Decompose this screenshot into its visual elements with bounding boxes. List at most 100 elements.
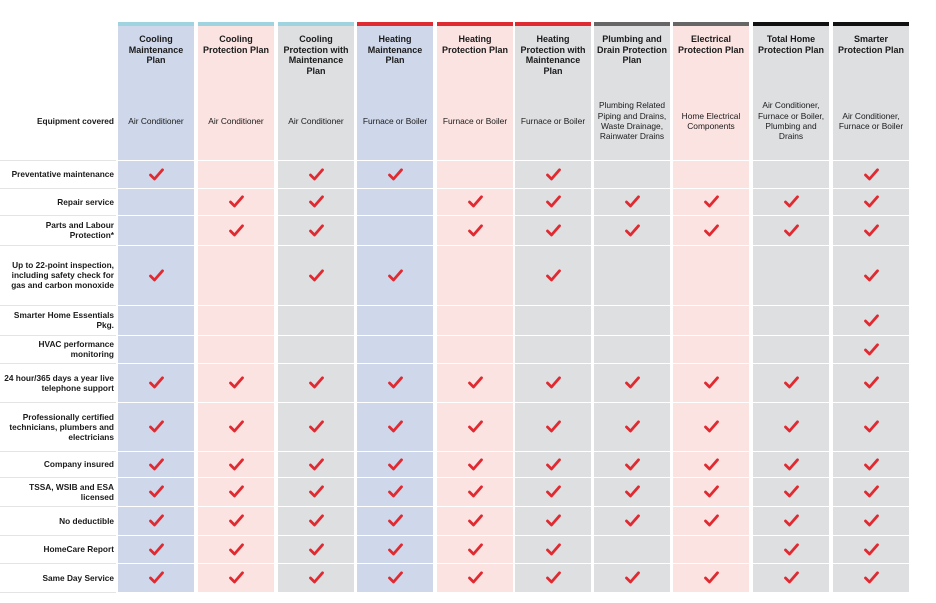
row-divider [515,506,591,507]
checkmark-icon [228,376,244,389]
check-cell [673,477,749,506]
feature-row-label: Professionally certified technicians, pl… [9,411,114,442]
check-cell [278,506,354,535]
check-cell [515,402,591,451]
feature-row-label: TSSA, WSIB and ESA licensed [29,481,114,502]
equipment-covered-value: Air Conditioner [208,115,264,126]
check-cell [515,160,591,188]
row-divider [437,363,513,364]
row-divider [753,563,829,564]
check-cell [833,506,909,535]
checkmark-icon [387,268,403,281]
checkmark-icon [624,485,640,498]
row-divider [594,451,670,452]
plan-column-header: Cooling Protection with Maintenance Plan [283,34,349,76]
checkmark-icon [624,571,640,584]
check-cell [198,215,274,245]
check-cell [673,215,749,245]
row-divider [357,535,433,536]
row-divider [753,215,829,216]
row-divider [515,160,591,161]
check-cell [753,477,829,506]
checkmark-icon [148,485,164,498]
row-divider [753,535,829,536]
row-divider [357,215,433,216]
row-divider [753,402,829,403]
check-cell [673,188,749,215]
checkmark-icon [228,420,244,433]
row-divider [198,363,274,364]
row-divider [0,506,116,507]
row-divider [198,335,274,336]
row-divider [515,363,591,364]
row-divider [594,363,670,364]
row-divider [118,305,194,306]
checkmark-icon [308,420,324,433]
row-divider [118,188,194,189]
row-divider [437,160,513,161]
checkmark-icon [308,457,324,470]
checkmark-icon [863,485,879,498]
row-divider [515,188,591,189]
checkmark-icon [228,457,244,470]
plan-column-top-bar [278,22,354,26]
row-divider [118,402,194,403]
row-divider [278,160,354,161]
plan-column-top-bar [437,22,513,26]
checkmark-icon [863,542,879,555]
row-divider [594,535,670,536]
checkmark-icon [703,420,719,433]
row-divider [833,188,909,189]
check-cell [833,563,909,592]
checkmark-icon [148,542,164,555]
row-divider [833,305,909,306]
checkmark-icon [467,485,483,498]
checkmark-icon [228,514,244,527]
feature-row-label: No deductible [59,515,114,526]
row-divider [357,402,433,403]
row-divider [118,215,194,216]
row-divider [198,563,274,564]
checkmark-icon [308,268,324,281]
row-divider [437,188,513,189]
checkmark-icon [308,485,324,498]
feature-row-label: HVAC performance monitoring [38,339,114,359]
plan-column-background [833,25,909,593]
equipment-covered-value: Plumbing Related Piping and Drains, Wast… [597,100,667,142]
checkmark-icon [783,514,799,527]
plan-column-header: Plumbing and Drain Protection Plan [596,34,667,65]
row-divider [0,477,116,478]
row-divider [357,363,433,364]
checkmark-icon [624,457,640,470]
check-cell [833,402,909,451]
check-cell [753,535,829,563]
checkmark-icon [467,420,483,433]
row-divider [278,535,354,536]
check-cell [673,506,749,535]
row-divider [0,160,116,161]
check-cell [437,506,513,535]
check-cell [594,363,670,402]
equipment-covered-value: Air Conditioner [288,115,344,126]
plan-column-header: Heating Maintenance Plan [367,34,423,65]
check-cell [198,402,274,451]
check-cell [437,188,513,215]
row-divider [0,535,116,536]
row-divider [515,477,591,478]
check-cell [753,563,829,592]
plan-column-background [357,25,433,593]
plan-column-top-bar [753,22,829,26]
row-divider [278,592,354,593]
checkmark-icon [308,223,324,236]
checkmark-icon [545,223,561,236]
checkmark-icon [783,376,799,389]
check-cell [515,363,591,402]
check-cell [357,506,433,535]
row-divider [673,506,749,507]
checkmark-icon [703,223,719,236]
check-cell [833,305,909,335]
plan-column-top-bar [515,22,591,26]
plan-column-top-bar [594,22,670,26]
check-cell [357,477,433,506]
plan-column-background [753,25,829,593]
